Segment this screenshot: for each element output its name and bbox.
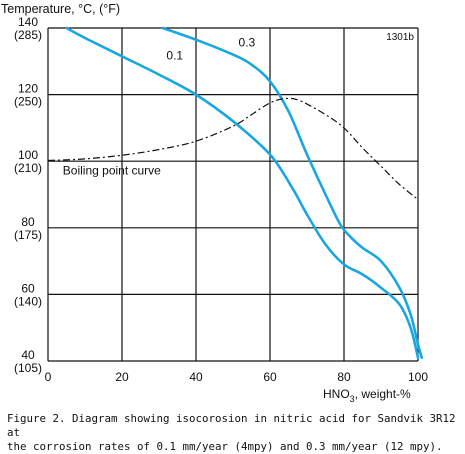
y-tick-label-c: 80 <box>21 215 35 229</box>
series-lines <box>47 26 423 359</box>
isocorrosion-curve-0-3 <box>161 26 423 359</box>
figure-code: 1301b <box>386 32 414 43</box>
y-tick-label-c: 100 <box>18 148 38 162</box>
annotation-label: 0.1 <box>166 49 183 63</box>
y-tick-labels: 140(285) 120(250) 100(210) 80(175) 60(140) 40… <box>14 15 42 375</box>
x-axis-label-rest: , weight-% <box>355 387 411 401</box>
x-axis-label-main: HNO <box>323 387 350 401</box>
caption-line-1: Figure 2. Diagram showing isocorosion in… <box>7 412 456 439</box>
y-tick-label-c: 40 <box>21 348 35 362</box>
annotations: 0.1 0.3 Boiling point curve <box>63 35 256 177</box>
y-tick-label-c: 120 <box>18 82 38 96</box>
y-tick-label-f: (210) <box>14 161 42 175</box>
x-axis-label-subscript: 3 <box>350 394 355 404</box>
x-tick-label: 40 <box>189 370 203 384</box>
figure-caption: Figure 2. Diagram showing isocorosion in… <box>7 412 459 454</box>
x-tick-label: 0 <box>45 370 52 384</box>
x-tick-labels: 0 20 40 60 80 100 <box>45 370 429 384</box>
grid <box>47 27 419 362</box>
x-tick-label: 100 <box>408 370 428 384</box>
y-tick-label-f: (175) <box>14 228 42 242</box>
annotation-label: 0.3 <box>239 35 256 49</box>
isocorrosion-curve-0-1 <box>65 26 420 359</box>
x-tick-label: 60 <box>263 370 277 384</box>
y-axis-label: Temperature, °C, (°F) <box>1 2 120 16</box>
annotation-label: Boiling point curve <box>63 164 161 178</box>
x-tick-label: 20 <box>115 370 129 384</box>
y-tick-label-c: 140 <box>18 15 38 29</box>
y-tick-label-c: 60 <box>21 281 35 295</box>
y-tick-label-f: (140) <box>14 294 42 308</box>
x-axis-label: HNO3, weight-% <box>323 387 411 404</box>
x-tick-label: 80 <box>337 370 351 384</box>
y-tick-label-f: (250) <box>14 95 42 109</box>
y-tick-label-f: (105) <box>14 361 42 375</box>
caption-line-2: the corrosion rates of 0.1 mm/year (4mpy… <box>7 440 443 453</box>
y-tick-label-f: (285) <box>14 28 42 42</box>
isocorrosion-chart: Temperature, °C, (°F) 1301b 140(285)120(… <box>1 2 429 404</box>
boiling-point-curve <box>47 97 419 200</box>
